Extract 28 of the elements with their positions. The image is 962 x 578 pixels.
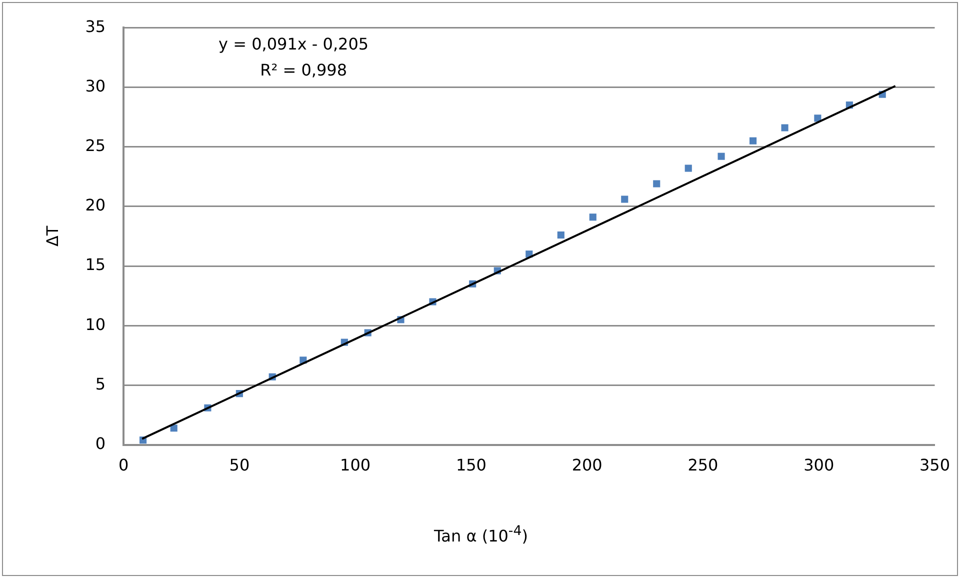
y-tick-label: 5	[95, 374, 106, 394]
point	[589, 214, 596, 221]
y-tick-label: 35	[85, 16, 106, 36]
x-tick-label: 200	[572, 456, 602, 475]
x-tick-label: 0	[118, 456, 129, 475]
annotation: R² = 0,998	[260, 60, 348, 80]
x-tick-label: 250	[688, 456, 718, 475]
y-tick-label: 10	[85, 314, 106, 334]
x-tick-label: 50	[229, 456, 250, 475]
x-tick-label: 300	[804, 456, 834, 475]
point	[684, 164, 692, 172]
x-tick-label: 350	[919, 456, 950, 475]
y-tick-label: 30	[85, 76, 106, 96]
point	[718, 152, 725, 160]
point	[653, 180, 660, 188]
point	[781, 124, 788, 132]
annotation: y = 0,091x - 0,205	[218, 34, 369, 54]
y-tick-label: 25	[85, 136, 106, 155]
point	[557, 231, 564, 239]
x-axis-title: Tan α (10$^{-4}$)	[433, 524, 529, 546]
y-tick-label: 20	[85, 196, 106, 215]
x-tick-label: 150	[456, 456, 486, 475]
x-tick-label: 100	[340, 456, 371, 475]
point	[621, 196, 628, 203]
y-tick-label: 0	[95, 434, 106, 453]
y-tick-label: 15	[85, 255, 106, 274]
y-axis-title: ΔT	[42, 226, 62, 247]
point	[749, 137, 757, 144]
